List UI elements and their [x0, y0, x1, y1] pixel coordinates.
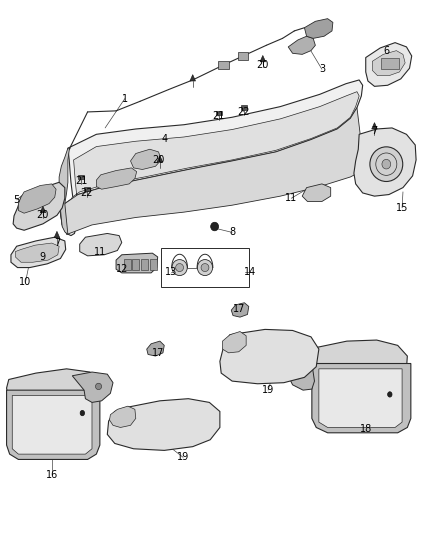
Text: 3: 3	[319, 64, 325, 74]
Polygon shape	[288, 36, 315, 54]
Bar	[381, 58, 399, 69]
Text: 21: 21	[212, 111, 224, 121]
Polygon shape	[68, 92, 359, 225]
Bar	[78, 175, 84, 179]
Polygon shape	[147, 341, 164, 356]
Polygon shape	[40, 206, 46, 213]
Text: 22: 22	[81, 188, 93, 198]
Polygon shape	[231, 303, 249, 317]
Polygon shape	[13, 182, 65, 230]
Polygon shape	[366, 43, 412, 86]
Text: 8: 8	[229, 228, 235, 237]
Polygon shape	[72, 372, 113, 402]
Text: 19: 19	[262, 385, 274, 395]
Polygon shape	[260, 55, 265, 62]
Polygon shape	[18, 184, 56, 213]
Ellipse shape	[382, 159, 391, 169]
Text: 20: 20	[257, 60, 269, 70]
Ellipse shape	[172, 260, 187, 276]
Ellipse shape	[95, 383, 102, 390]
Text: 14: 14	[244, 267, 256, 277]
Polygon shape	[59, 148, 70, 235]
Text: 19: 19	[177, 453, 189, 462]
Polygon shape	[223, 332, 246, 353]
Polygon shape	[116, 253, 158, 273]
Text: 4: 4	[161, 134, 167, 143]
Text: 10: 10	[19, 278, 32, 287]
Text: 11: 11	[285, 193, 297, 203]
Polygon shape	[372, 51, 405, 76]
Polygon shape	[302, 184, 331, 201]
Polygon shape	[304, 19, 333, 38]
Polygon shape	[312, 340, 407, 385]
Text: 17: 17	[152, 348, 164, 358]
Text: 16: 16	[46, 471, 58, 480]
Polygon shape	[190, 75, 195, 81]
Ellipse shape	[388, 392, 392, 397]
Polygon shape	[288, 360, 314, 390]
Polygon shape	[7, 390, 100, 459]
Polygon shape	[220, 329, 319, 384]
Text: 18: 18	[360, 424, 372, 434]
Text: 7: 7	[54, 238, 60, 247]
Polygon shape	[131, 149, 161, 169]
Bar	[241, 106, 247, 110]
Text: 5: 5	[14, 195, 20, 205]
Ellipse shape	[211, 222, 219, 231]
Ellipse shape	[370, 147, 403, 181]
Bar	[124, 259, 131, 270]
Ellipse shape	[80, 410, 85, 416]
Bar	[216, 111, 222, 115]
Polygon shape	[54, 231, 60, 238]
Text: 21: 21	[75, 176, 87, 186]
Polygon shape	[7, 369, 101, 404]
Text: 15: 15	[396, 203, 408, 213]
Text: 7: 7	[371, 126, 378, 135]
Text: 12: 12	[116, 264, 128, 274]
Text: 20: 20	[37, 210, 49, 220]
Polygon shape	[312, 364, 411, 433]
Polygon shape	[110, 406, 136, 427]
Text: 6: 6	[383, 46, 389, 55]
Text: 22: 22	[237, 107, 249, 117]
Polygon shape	[157, 156, 162, 162]
Bar	[238, 52, 248, 60]
Bar	[218, 61, 229, 69]
Ellipse shape	[295, 373, 301, 379]
Bar	[141, 259, 148, 270]
Text: 20: 20	[152, 155, 165, 165]
Ellipse shape	[176, 263, 184, 271]
Polygon shape	[80, 233, 122, 256]
Text: 1: 1	[122, 94, 128, 103]
Polygon shape	[354, 128, 416, 196]
Text: 9: 9	[40, 252, 46, 262]
Text: 13: 13	[165, 267, 177, 277]
Ellipse shape	[197, 260, 213, 276]
Ellipse shape	[201, 263, 209, 271]
Bar	[150, 259, 157, 270]
Polygon shape	[15, 243, 59, 262]
Polygon shape	[319, 369, 402, 427]
Polygon shape	[60, 80, 363, 236]
Polygon shape	[60, 108, 364, 235]
Bar	[161, 248, 249, 287]
Polygon shape	[12, 395, 92, 454]
Bar	[84, 187, 90, 191]
Polygon shape	[107, 399, 220, 450]
Text: 17: 17	[233, 304, 245, 314]
Bar	[132, 259, 139, 270]
Polygon shape	[372, 123, 377, 129]
Polygon shape	[96, 168, 137, 189]
Text: 11: 11	[94, 247, 106, 256]
Polygon shape	[11, 237, 66, 268]
